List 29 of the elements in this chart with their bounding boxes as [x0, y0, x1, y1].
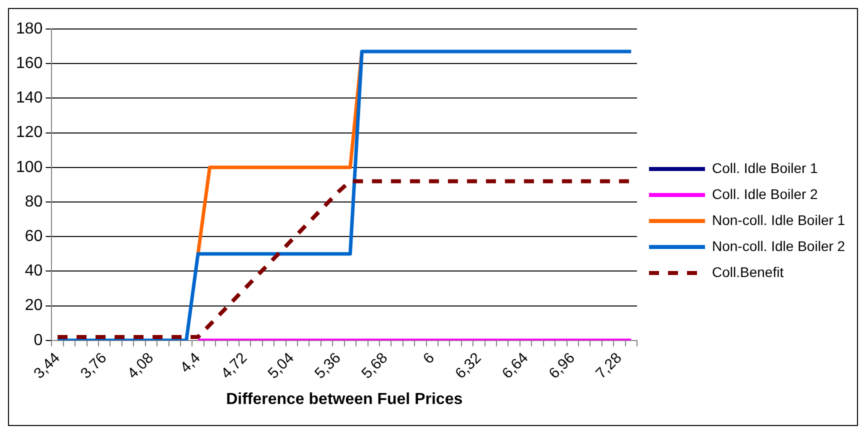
x-tick-label: 7,28: [592, 350, 626, 382]
x-tick-label: 5,68: [358, 350, 392, 382]
legend-label: Coll.Benefit: [712, 264, 784, 280]
x-tick-label: 5,36: [312, 350, 344, 382]
x-tick-label: 6,32: [452, 350, 485, 382]
y-tick-label: 100: [16, 158, 43, 176]
x-tick-label: 6,64: [498, 350, 532, 382]
y-tick-label: 160: [16, 55, 43, 72]
x-tick-label: 6,96: [546, 350, 578, 382]
y-tick-label: 20: [24, 297, 43, 314]
legend-label: Non-coll. Idle Boiler 1: [712, 212, 846, 228]
y-tick-label: 60: [24, 228, 43, 246]
legend-label: Coll. Idle Boiler 2: [712, 186, 818, 202]
x-tick-label: 5,04: [264, 350, 298, 382]
y-tick-label: 0: [34, 332, 43, 349]
x-tick-label: 3,76: [77, 350, 110, 382]
x-tick-label: 4,08: [124, 350, 157, 382]
y-tick-label: 140: [16, 90, 43, 107]
legend-label: Coll. Idle Boiler 1: [712, 160, 818, 176]
x-tick-label: 4,4: [177, 350, 204, 376]
x-tick-label: 4,72: [218, 350, 251, 382]
x-tick-label: 3,44: [30, 350, 64, 382]
x-tick-label: 6: [420, 350, 438, 368]
y-tick-label: 120: [16, 124, 43, 142]
y-tick-label: 40: [24, 262, 43, 280]
y-tick-label: 80: [24, 193, 43, 210]
legend-label: Non-coll. Idle Boiler 2: [712, 238, 846, 254]
x-axis-title: Difference between Fuel Prices: [226, 390, 463, 408]
y-tick-label: 180: [16, 20, 43, 38]
